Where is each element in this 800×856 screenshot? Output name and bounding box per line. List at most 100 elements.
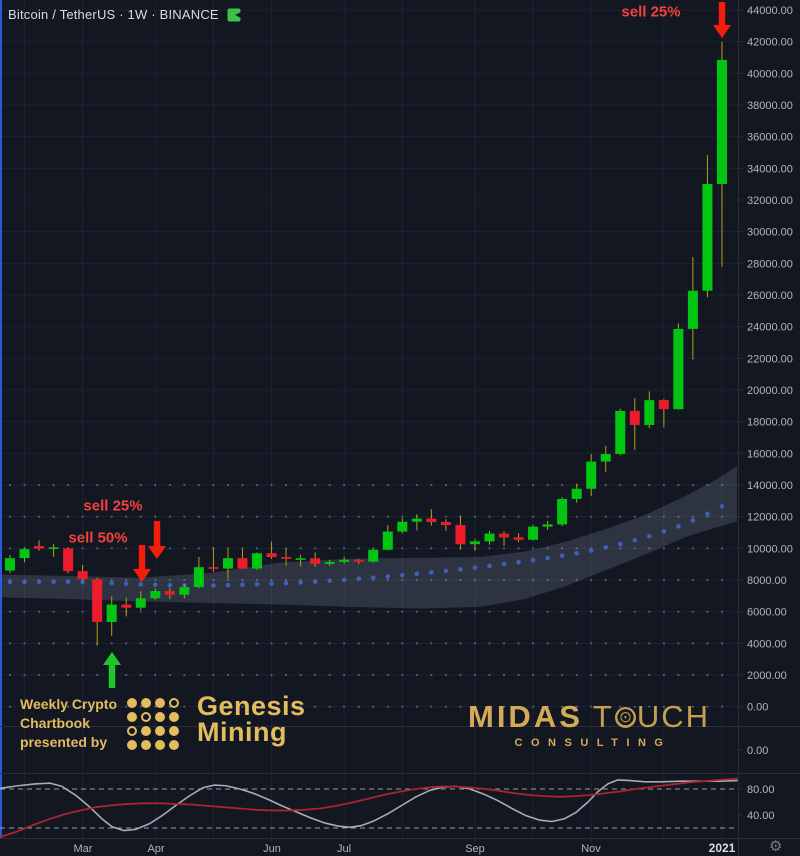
- candle: [397, 518, 408, 534]
- axis-price-label: 42000.00: [747, 37, 793, 49]
- midas-touch-logo: MIDAS T UCH CONSULTING: [453, 700, 725, 750]
- genesis-dot-icon: [169, 726, 179, 736]
- genesis-dot-icon: [127, 740, 137, 750]
- sell-arrow-icon[interactable]: [148, 521, 166, 559]
- candle: [499, 531, 510, 546]
- genesis-dot-icon: [169, 740, 179, 750]
- candle: [324, 559, 335, 567]
- presenter-line: presented by: [20, 734, 108, 750]
- genesis-dot-icon: [155, 726, 165, 736]
- presenter-line: Weekly Crypto: [20, 696, 117, 712]
- candle: [687, 256, 698, 360]
- axis-price-label: 38000.00: [747, 100, 793, 112]
- candle: [557, 497, 568, 527]
- candle: [150, 588, 161, 600]
- candle: [528, 524, 539, 541]
- candles-layer: [5, 41, 727, 646]
- candle: [586, 453, 597, 497]
- genesis-dot-icon: [155, 740, 165, 750]
- axis-price-label: 16000.00: [747, 448, 793, 460]
- candle: [164, 587, 175, 600]
- presenter-text: Weekly Crypto Chartbook presented by: [20, 695, 117, 752]
- axis-time-label: Sep: [465, 843, 485, 855]
- genesis-dot-icon: [155, 712, 165, 722]
- candle: [92, 577, 103, 646]
- candle: [615, 408, 626, 456]
- candle: [135, 591, 146, 611]
- candle: [106, 596, 117, 637]
- candle: [629, 398, 640, 451]
- candle: [716, 41, 727, 267]
- candle: [34, 540, 45, 551]
- candle: [658, 399, 669, 428]
- annotation-sell-50: sell 50%: [68, 529, 128, 547]
- symbol-header: Bitcoin / TetherUS · 1W · BINANCE: [8, 7, 241, 22]
- axis-price-label: 2000.00: [747, 670, 787, 682]
- axis-price-label: 22000.00: [747, 353, 793, 365]
- buy-arrow-icon[interactable]: [103, 652, 121, 688]
- candle: [222, 549, 233, 579]
- axis-price-label: 0.00: [747, 702, 768, 714]
- axis-price-label: 26000.00: [747, 290, 793, 302]
- genesis-mining-logo-text: Genesis Mining: [197, 693, 306, 747]
- candle: [310, 552, 321, 567]
- candle: [252, 552, 263, 570]
- axis-price-label: 24000.00: [747, 322, 793, 334]
- ma-band: [0, 465, 737, 609]
- gridlines-layer: [0, 0, 738, 838]
- genesis-dot-icon: [127, 698, 137, 708]
- axis-price-label: 14000.00: [747, 480, 793, 492]
- candle: [179, 584, 190, 599]
- genesis-dot-icon: [141, 726, 151, 736]
- flag-icon[interactable]: [227, 8, 241, 22]
- midas-word: MIDAS: [468, 699, 583, 734]
- sell-arrow-icon[interactable]: [713, 2, 731, 38]
- axis-price-label: 18000.00: [747, 417, 793, 429]
- candle: [77, 564, 88, 581]
- indicator-pane-layer: [0, 777, 738, 838]
- candle: [295, 554, 306, 567]
- symbol-title[interactable]: Bitcoin / TetherUS · 1W · BINANCE: [8, 7, 219, 22]
- chartbook-branding: Weekly Crypto Chartbook presented by Gen…: [20, 693, 306, 754]
- axis-price-label: 34000.00: [747, 163, 793, 175]
- pane-left-edge: [0, 0, 2, 838]
- presenter-line: Chartbook: [20, 715, 90, 731]
- settings-gear-icon[interactable]: ⚙: [769, 838, 783, 855]
- blue-dotted-ma-layer: [7, 504, 725, 588]
- genesis-dot-icon: [169, 698, 179, 708]
- genesis-word: Mining: [197, 717, 287, 747]
- candle: [193, 556, 204, 588]
- candle: [469, 539, 480, 552]
- genesis-dot-icon: [141, 698, 151, 708]
- axis-price-label: 30000.00: [747, 227, 793, 239]
- genesis-dot-icon: [169, 712, 179, 722]
- annotation-sell-25: sell 25%: [83, 497, 143, 515]
- candle: [513, 533, 524, 543]
- candle: [426, 509, 437, 526]
- candle: [484, 530, 495, 545]
- candle: [19, 547, 30, 563]
- axis-time-label: 2021: [709, 841, 736, 855]
- axis-price-label: 28000.00: [747, 258, 793, 270]
- axis-time-label: Nov: [581, 843, 601, 855]
- candle: [702, 155, 713, 298]
- time-axis[interactable]: Mar Apr Jun Jul Sep Nov 2021: [74, 838, 736, 855]
- candle: [411, 514, 422, 531]
- candle: [600, 445, 611, 473]
- axis-price-label: 40.00: [747, 810, 775, 822]
- candle: [644, 391, 655, 429]
- midas-touch-wordmark: MIDAS T UCH: [453, 700, 725, 734]
- sell-arrow-icon[interactable]: [133, 545, 151, 582]
- axis-time-label: Apr: [147, 843, 164, 855]
- candle: [571, 483, 582, 503]
- fingerprint-o-icon: [614, 706, 636, 728]
- candle: [121, 597, 132, 617]
- candle: [339, 556, 350, 564]
- axis-price-label: 44000.00: [747, 5, 793, 17]
- genesis-dot-icon: [127, 726, 137, 736]
- candle: [237, 549, 248, 569]
- axis-price-label: 40000.00: [747, 68, 793, 80]
